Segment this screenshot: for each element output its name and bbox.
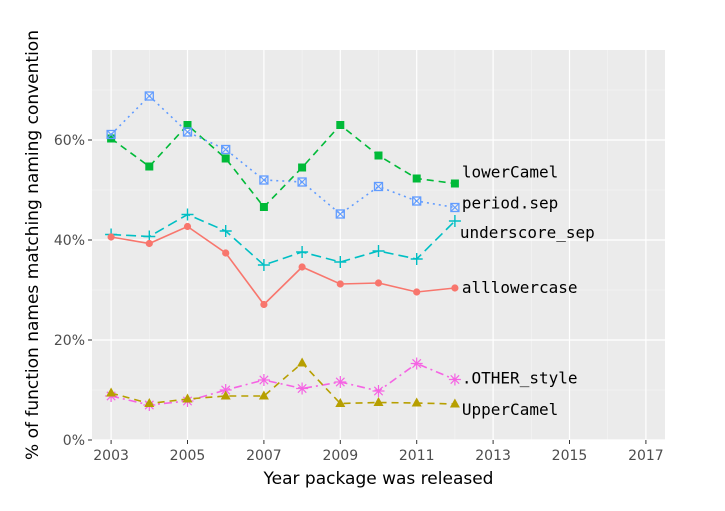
series-points — [105, 91, 461, 411]
data-point — [373, 181, 384, 192]
data-point — [220, 390, 231, 400]
data-point — [181, 208, 194, 221]
data-point — [106, 129, 116, 140]
series-label: period.sep — [462, 194, 558, 213]
series-labels: lowerCamel period.sep underscore_sepalllow… — [460, 163, 595, 420]
data-point — [410, 253, 423, 265]
data-point — [183, 121, 192, 129]
data-point — [298, 263, 306, 271]
data-point — [410, 357, 423, 370]
y-tick-label: 0% — [63, 433, 85, 449]
data-point — [257, 374, 270, 386]
data-point — [257, 259, 270, 271]
data-point — [373, 397, 384, 406]
series-lines — [110, 94, 456, 406]
data-point — [412, 174, 421, 183]
y-tick-label: 60% — [54, 133, 85, 149]
series-label: lowerCamel — [462, 163, 558, 182]
series-line — [110, 361, 455, 405]
data-point — [450, 202, 460, 213]
data-point — [144, 398, 155, 407]
data-point — [297, 177, 307, 187]
data-point — [144, 91, 154, 101]
data-point — [411, 397, 422, 407]
data-point — [259, 175, 269, 185]
data-point — [374, 151, 383, 160]
x-tick-label: 2015 — [552, 448, 588, 464]
data-point — [182, 393, 193, 403]
data-point — [222, 249, 230, 257]
series-label: UpperCamel — [462, 400, 558, 419]
y-tick-label: 20% — [54, 333, 85, 349]
data-point — [221, 154, 230, 163]
x-tick-label: 2017 — [628, 448, 664, 464]
data-point — [450, 179, 459, 188]
data-point — [374, 279, 383, 287]
data-point — [182, 127, 193, 137]
data-point — [412, 196, 422, 206]
x-tick-label: 2003 — [93, 448, 129, 464]
data-point — [145, 239, 153, 248]
x-tick-label: 2007 — [246, 448, 282, 464]
data-point — [334, 256, 347, 268]
data-point — [449, 398, 460, 408]
y-tick-label: 40% — [54, 233, 85, 249]
data-point — [297, 357, 308, 367]
series-line — [110, 123, 456, 209]
data-point — [448, 215, 461, 227]
axis-ticks — [88, 139, 647, 444]
data-point — [335, 398, 346, 407]
data-point — [260, 300, 268, 309]
series-label: alllowercase — [462, 278, 578, 297]
x-tick-label: 2011 — [399, 448, 435, 464]
data-point — [145, 162, 154, 171]
data-point — [183, 222, 192, 231]
x-axis-tick-labels: 2003 2005 2007 2009 2011 2013 2015 2017 — [93, 448, 663, 464]
series-line — [110, 94, 456, 216]
data-point — [219, 225, 232, 237]
data-point — [258, 390, 269, 400]
data-point — [336, 280, 344, 288]
series-line — [110, 362, 456, 406]
x-tick-label: 2005 — [170, 448, 206, 464]
data-point — [296, 246, 309, 258]
series-label: .OTHER_style — [462, 369, 578, 388]
data-point — [298, 163, 307, 172]
data-point — [336, 121, 345, 129]
series-line — [110, 225, 455, 306]
data-point — [372, 385, 385, 397]
data-point — [335, 209, 345, 219]
data-point — [451, 284, 459, 292]
data-point — [372, 245, 385, 257]
data-point — [219, 384, 232, 396]
data-point — [334, 376, 347, 388]
x-tick-label: 2013 — [475, 448, 511, 464]
data-point — [448, 373, 461, 386]
data-point — [221, 144, 231, 155]
series-label: underscore_sep — [460, 223, 595, 242]
data-point — [107, 233, 115, 241]
y-axis-title: % of function names matching naming conv… — [23, 30, 43, 460]
data-point — [259, 203, 268, 211]
data-point — [296, 382, 309, 395]
y-axis-tick-labels: 0% 20% 40% 60% — [54, 133, 85, 449]
series-line — [111, 213, 456, 266]
data-point — [106, 387, 117, 397]
x-tick-label: 2009 — [322, 448, 358, 464]
data-point — [413, 288, 421, 296]
x-axis-title: Year package was released — [263, 469, 494, 489]
